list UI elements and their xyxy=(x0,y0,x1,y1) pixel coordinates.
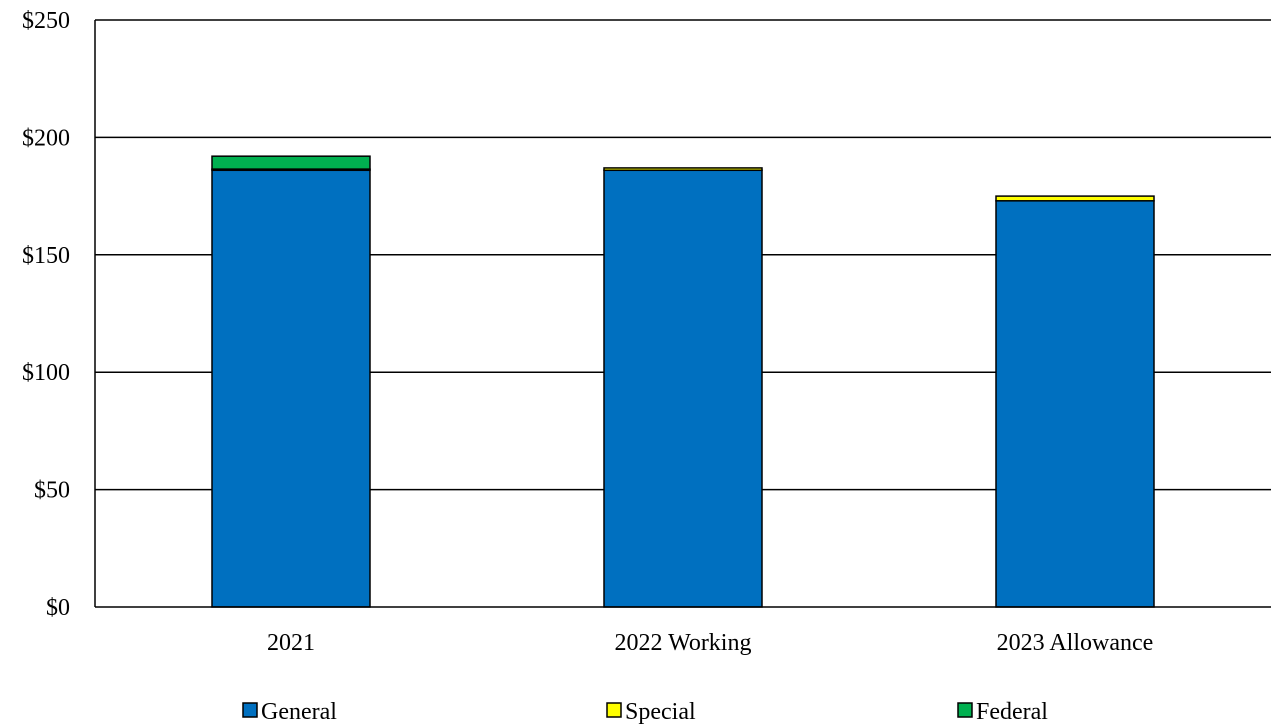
legend-label: Federal xyxy=(976,699,1048,725)
x-tick-label: 2022 Working xyxy=(615,630,752,656)
x-tick-label: 2021 xyxy=(267,630,315,656)
bar-special-1 xyxy=(603,167,763,172)
axes xyxy=(94,20,1271,608)
legend-item-federal: Federal xyxy=(957,699,1048,725)
bar-general-0 xyxy=(211,169,371,608)
y-tick-label: $0 xyxy=(46,595,70,621)
legend: General Special Federal xyxy=(242,699,1048,725)
bar-federal-0 xyxy=(211,155,371,170)
bar-special-2 xyxy=(995,195,1155,202)
y-tick-label: $100 xyxy=(22,360,70,386)
legend-item-special: Special xyxy=(606,699,696,725)
x-tick-labels: 2021 2022 Working 2023 Allowance xyxy=(267,630,1153,656)
y-tick-label: $150 xyxy=(22,243,70,269)
legend-swatch xyxy=(957,702,973,718)
x-tick-label: 2023 Allowance xyxy=(997,630,1154,656)
y-tick-label: $50 xyxy=(34,478,70,504)
bar-general-1 xyxy=(603,169,763,608)
y-tick-label: $250 xyxy=(22,8,70,34)
y-tick-label: $200 xyxy=(22,125,70,151)
legend-swatch xyxy=(242,702,258,718)
legend-label: General xyxy=(261,699,337,725)
bars xyxy=(211,155,1155,608)
y-tick-labels: $0 $50 $100 $150 $200 $250 xyxy=(22,8,70,621)
bar-general-2 xyxy=(995,200,1155,608)
legend-item-general: General xyxy=(242,699,337,725)
legend-label: Special xyxy=(625,699,696,725)
legend-swatch xyxy=(606,702,622,718)
